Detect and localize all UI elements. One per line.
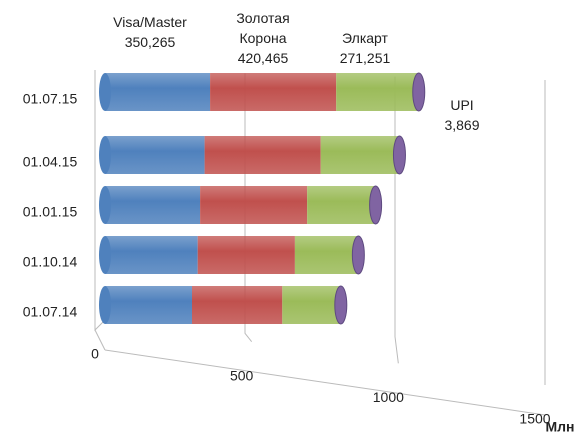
bar-end: [369, 185, 383, 225]
bar-end: [351, 235, 365, 275]
bar: [105, 186, 201, 224]
bar: [210, 73, 337, 111]
series-label: Элкарт: [342, 30, 388, 46]
x-tick-label: 1500: [519, 411, 550, 427]
bar: [105, 73, 211, 111]
y-tick-label: 01.07.14: [23, 304, 78, 320]
bar: [105, 236, 198, 274]
bar: [105, 136, 205, 174]
value-label: 420,465: [237, 50, 289, 66]
bar: [204, 136, 321, 174]
y-tick-label: 01.04.15: [23, 154, 78, 170]
x-axis-label: Млн: [545, 419, 574, 434]
bar: [282, 286, 341, 324]
y-tick-label: 01.01.15: [23, 204, 78, 220]
series-label: Visa/Master: [113, 14, 187, 30]
x-tick-label: 500: [230, 367, 254, 383]
bar-end: [412, 72, 426, 112]
bar: [320, 136, 399, 174]
bar: [336, 73, 418, 111]
grid-line: [394, 76, 399, 364]
grid-line: [94, 70, 106, 332]
value-label: 271,251: [339, 50, 391, 66]
floor-edge: [104, 349, 546, 416]
bar: [105, 286, 192, 324]
bar: [197, 236, 295, 274]
series-label: UPI: [450, 97, 474, 113]
x-tick-label: 0: [91, 346, 99, 362]
y-tick-label: 01.07.15: [23, 91, 78, 107]
bar: [294, 236, 358, 274]
x-tick-label: 1000: [373, 389, 404, 405]
series-label: Золотая Корона: [236, 10, 290, 46]
bar: [192, 286, 283, 324]
value-label: 3,869: [444, 117, 480, 133]
bar: [200, 186, 308, 224]
value-label: 350,265: [124, 34, 176, 50]
bar-end: [334, 285, 348, 325]
y-tick-label: 01.10.14: [23, 254, 78, 270]
bar: [307, 186, 375, 224]
bar-end: [392, 135, 406, 175]
